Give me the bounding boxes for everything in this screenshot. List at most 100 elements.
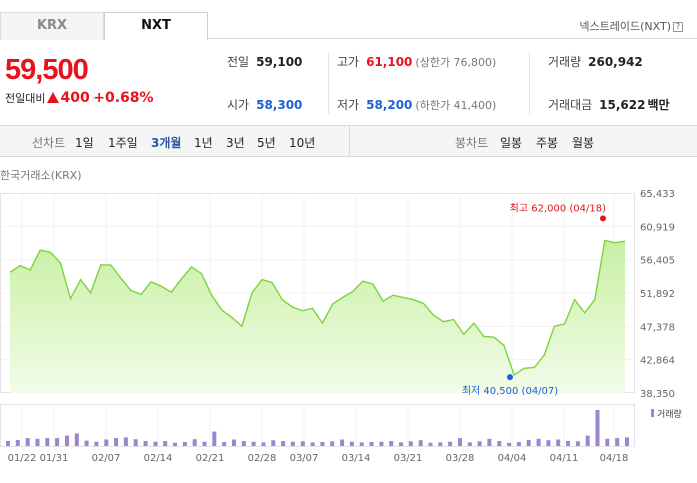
volume-bar (477, 441, 482, 446)
volume-bar (389, 441, 394, 446)
low-annotation: 최저 40,500 (04/07) (462, 385, 558, 397)
volume-bar (595, 410, 600, 446)
volume-bar (585, 435, 590, 446)
period-1y[interactable]: 1년 (194, 136, 213, 150)
volume-bar (615, 438, 620, 446)
volume-bar (556, 439, 561, 446)
tab-nxt[interactable]: NXT (104, 12, 208, 40)
volume-bar (487, 438, 492, 446)
volume-bar (566, 441, 570, 446)
y-tick-label: 56,405 (640, 256, 675, 267)
volume-bar (163, 441, 168, 446)
stat-prev-close: 전일 59,100 (227, 55, 303, 69)
volume-bar (232, 439, 236, 446)
volume-legend-label: 거래량 (657, 408, 682, 420)
period-1d[interactable]: 1일 (75, 136, 94, 150)
y-tick-label: 38,350 (640, 389, 675, 400)
volume-bar (281, 441, 286, 446)
stat-trade-amount: 거래대금 15,622 백만 (548, 98, 670, 112)
x-tick-label: 03/21 (394, 453, 423, 464)
volume-bar (251, 441, 256, 446)
change-label: 전일대비 (5, 92, 46, 105)
volume-bar (212, 431, 217, 446)
period-3y[interactable]: 3년 (226, 136, 245, 150)
x-tick-label: 01/31 (40, 453, 69, 464)
volume-bar (340, 439, 345, 446)
y-tick-label: 60,919 (640, 222, 675, 233)
volume-bar (94, 441, 99, 446)
tab-krx[interactable]: KRX (0, 12, 104, 40)
volume-bar (241, 441, 246, 446)
divider (529, 52, 530, 114)
price-line (9, 239, 626, 376)
nxt-link-label: 넥스트레이드(NXT) (579, 20, 671, 33)
volume-bar (173, 442, 177, 446)
stat-volume: 거래량 260,942 (548, 55, 643, 69)
volume-bar (546, 440, 551, 446)
x-tick-label: 04/04 (498, 453, 527, 464)
x-tick-label: 02/21 (196, 453, 225, 464)
high-marker (600, 215, 606, 222)
volume-bar (74, 433, 79, 446)
volume-bar (6, 441, 10, 446)
x-tick-label: 03/07 (290, 453, 319, 464)
volume-bar (143, 441, 148, 446)
volume-bar (123, 437, 128, 446)
period-3m[interactable]: 3개월 (151, 136, 182, 150)
x-tick-label: 01/22 (8, 453, 37, 464)
volume-bar (330, 441, 335, 446)
volume-bar (45, 438, 50, 446)
volume-bar (625, 437, 629, 446)
period-1w[interactable]: 1주일 (108, 136, 138, 150)
y-tick-label: 42,864 (640, 356, 675, 367)
nxt-info-link[interactable]: 넥스트레이드(NXT)? (579, 18, 683, 34)
stat-low: 저가 58,200 (하한가 41,400) (337, 98, 497, 112)
divider (328, 52, 329, 114)
price-stats: 전일 59,100 시가 58,300 고가 61,100 (상한가 76,800) 저… (208, 44, 697, 120)
x-tick-label: 02/28 (248, 453, 277, 464)
volume-bar (290, 441, 295, 446)
help-icon[interactable]: ? (673, 22, 683, 32)
y-tick-label: 51,892 (640, 289, 675, 300)
volume-frame (0, 404, 635, 447)
volume-bar (369, 442, 374, 446)
candle-weekly[interactable]: 주봉 (536, 136, 559, 150)
line-chart-label: 선차트 (32, 136, 66, 150)
volume-bar (458, 438, 462, 446)
volume-bar (55, 438, 60, 446)
volume-bar (428, 442, 433, 446)
candle-chart-label: 봉차트 (455, 136, 489, 150)
volume-bar (507, 442, 512, 446)
volume-bar (153, 441, 158, 446)
chart-source-label: 한국거래소(KRX) (0, 169, 82, 182)
volume-bar (605, 438, 610, 446)
volume-bar (418, 440, 423, 446)
volume-bar (114, 438, 119, 446)
y-tick-label: 47,378 (640, 322, 675, 333)
volume-bar (399, 442, 403, 446)
volume-bar (261, 442, 266, 446)
volume-bar (320, 442, 325, 446)
volume-bar (408, 441, 413, 446)
x-tick-label: 04/18 (600, 453, 629, 464)
volume-bar (222, 442, 227, 446)
period-5y[interactable]: 5년 (257, 136, 276, 150)
volume-bar (467, 442, 472, 446)
volume-bar (300, 441, 305, 446)
volume-bar (448, 441, 453, 446)
candle-daily[interactable]: 일봉 (500, 136, 523, 150)
candle-monthly[interactable]: 월봉 (572, 136, 595, 150)
y-tick-label: 65,433 (640, 189, 675, 200)
volume-bar (182, 442, 187, 446)
volume-bar (104, 439, 109, 446)
current-price: 59,500 (5, 54, 89, 86)
x-tick-label: 02/07 (92, 453, 121, 464)
volume-bar (133, 439, 138, 446)
volume-legend-swatch (651, 409, 654, 417)
x-tick-label: 03/28 (446, 453, 475, 464)
high-annotation: 최고 62,000 (04/18) (510, 202, 606, 214)
volume-bar (65, 435, 69, 446)
period-10y[interactable]: 10년 (289, 136, 316, 150)
x-tick-label: 02/14 (144, 453, 173, 464)
